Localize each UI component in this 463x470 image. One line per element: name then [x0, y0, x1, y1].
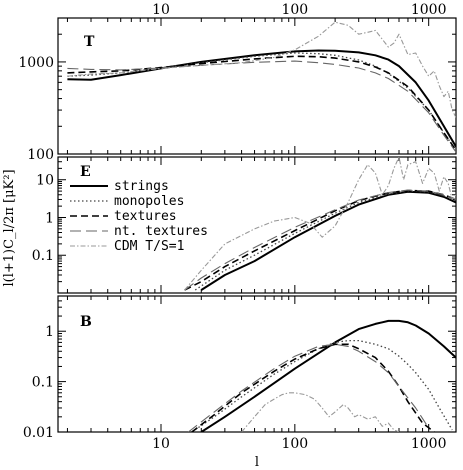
- panel-t-label: T: [84, 34, 95, 50]
- panel-b-series-nt-textures: [187, 343, 430, 432]
- panel-b-label: B: [80, 314, 92, 330]
- panel-b-series-strings: [200, 319, 456, 432]
- top-x-tick-labels: 10 100 1000: [152, 2, 446, 18]
- panel-t-y-tick-label: 1000: [18, 55, 54, 71]
- x-axis-title: l: [255, 455, 259, 470]
- bottom-x-tick-label: 1000: [411, 436, 447, 452]
- panel-e: 0.1 1 10 E: [32, 156, 457, 294]
- panel-t-ticks: 100 1000: [18, 17, 456, 163]
- panel-t-series-cdm-t-s-1: [67, 21, 456, 118]
- y-axis-title: l(l+1)C_l/2π [μK²]: [2, 169, 17, 286]
- panel-e-series-cdm-t-s-1: [184, 157, 456, 291]
- panel-t-series-nt-textures: [67, 60, 456, 153]
- panel-t-frame: [57, 17, 457, 155]
- panel-e-label: E: [80, 164, 91, 180]
- top-x-tick-label: 100: [281, 2, 308, 18]
- panel-e-y-tick-label: 1: [45, 210, 54, 226]
- legend-item-monopoles: monopoles: [70, 194, 184, 209]
- bottom-x-tick-label: 100: [281, 436, 308, 452]
- bottom-x-tick-label: 10: [152, 436, 170, 452]
- panel-t-series: [67, 21, 456, 153]
- panel-e-ticks: 0.1 1 10: [32, 156, 456, 294]
- legend-label-monopoles: monopoles: [114, 194, 184, 209]
- top-x-tick-label: 1000: [411, 2, 447, 18]
- panel-b-ticks: 0.01 0.1 1: [23, 295, 456, 441]
- panel-e-series-monopoles: [194, 190, 456, 291]
- panel-e-y-tick-label: 0.1: [32, 248, 54, 264]
- panel-e-y-tick-label: 10: [36, 173, 54, 189]
- top-x-tick-label: 10: [152, 2, 170, 18]
- legend-label-textures: textures: [114, 209, 177, 224]
- panel-t: 100 1000 T: [18, 17, 457, 163]
- panel-b-y-tick-label: 0.01: [23, 425, 54, 441]
- panel-b-series-monopoles: [191, 339, 453, 432]
- panel-t-series-strings: [67, 49, 456, 148]
- panel-b-y-tick-label: 1: [45, 324, 54, 340]
- panel-b-series-cdm-t-s-1: [241, 392, 400, 432]
- panel-e-series-strings: [200, 190, 456, 291]
- legend-item-cdm-t-s-1: CDM T/S=1: [70, 239, 184, 254]
- panel-b-y-tick-label: 0.1: [32, 375, 54, 391]
- panel-b-frame: [57, 295, 457, 433]
- panel-e-frame: [57, 156, 457, 294]
- legend-item-nt-textures: nt. textures: [70, 224, 208, 239]
- legend-item-textures: textures: [70, 209, 177, 224]
- panel-t-series-textures: [67, 55, 456, 151]
- panel-b-series: [187, 319, 456, 432]
- panel-t-y-tick-label: 100: [27, 147, 54, 163]
- legend-item-strings: strings: [70, 179, 169, 194]
- panel-e-series-textures: [184, 189, 456, 291]
- panel-t-series-monopoles: [67, 52, 456, 151]
- panel-e-series: [184, 157, 456, 291]
- panel-b: 0.01 0.1 1 B: [23, 295, 457, 441]
- panel-b-series-textures: [191, 343, 435, 432]
- legend-label-cdm-t-s-1: CDM T/S=1: [114, 239, 184, 254]
- legend-label-nt-textures: nt. textures: [114, 224, 208, 239]
- legend-label-strings: strings: [114, 179, 169, 194]
- bottom-x-tick-labels: 10 100 1000: [152, 436, 446, 452]
